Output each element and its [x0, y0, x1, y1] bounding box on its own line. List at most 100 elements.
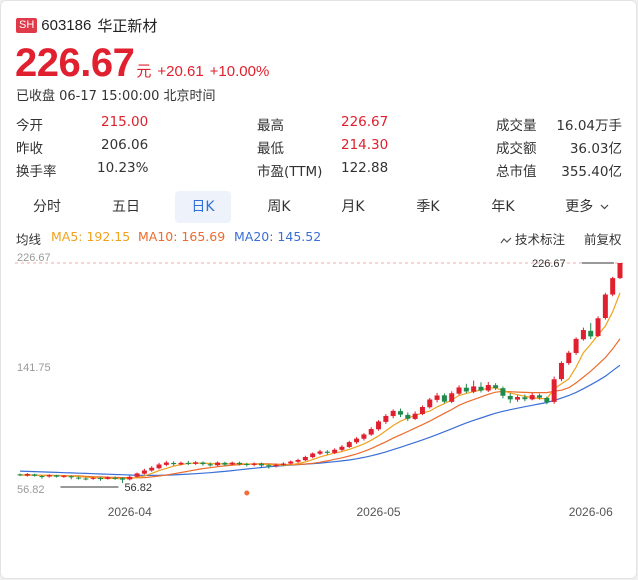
- candle-body: [134, 473, 140, 477]
- candle-body: [427, 399, 433, 408]
- stat-label-turnover-rate: 换手率: [16, 164, 57, 180]
- y-tick-label: 56.82: [17, 484, 45, 496]
- candle-body: [302, 456, 308, 461]
- ma10-line: [20, 338, 621, 479]
- candle-body: [566, 352, 572, 364]
- candle-body: [441, 395, 447, 402]
- candle-body: [573, 338, 579, 353]
- stat-label-open: 今开: [16, 118, 43, 134]
- period-tabs: 分时 五日 日K 周K 月K 季K 年K 更多: [13, 191, 627, 223]
- price-change-pct: +10.00%: [209, 63, 270, 80]
- ma20-label: MA20: 145.52: [234, 229, 322, 244]
- technical-annotation-button[interactable]: 技术标注: [500, 229, 565, 248]
- candle-body: [368, 429, 374, 435]
- adjust-mode-button[interactable]: 前复权: [584, 232, 622, 247]
- candle-body: [463, 387, 469, 392]
- x-tick-label: 2026-06: [569, 505, 613, 519]
- candlestick-chart[interactable]: 226.67 141.75 56.82 226.67 56.82 2026-04 2026-…: [1, 251, 637, 531]
- candle-body: [332, 449, 338, 453]
- candle-body: [54, 475, 60, 477]
- candle-body: [141, 470, 147, 474]
- price-change: +20.61: [157, 63, 204, 80]
- candle-body: [83, 478, 89, 480]
- candle-body: [346, 442, 352, 448]
- candle-body: [32, 474, 38, 476]
- candle-body: [244, 463, 250, 465]
- event-dot: [244, 490, 250, 496]
- stock-header: SH 603186 华正新材: [16, 15, 157, 35]
- candle-body: [485, 384, 491, 391]
- candle-body: [551, 379, 557, 402]
- candle-body: [68, 476, 74, 478]
- ma20-line: [19, 364, 621, 476]
- tab-more-label: 更多: [565, 199, 594, 215]
- stat-label-pe: 市盈(TTM): [257, 164, 323, 180]
- candle-body: [163, 462, 169, 465]
- tab-daily-k[interactable]: 日K: [175, 191, 231, 223]
- candle-body: [522, 397, 528, 400]
- y-tick-label: 141.75: [17, 362, 51, 374]
- candle-body: [24, 473, 30, 476]
- candle-body: [412, 413, 418, 419]
- candle-body: [310, 453, 316, 458]
- candle-body: [156, 464, 162, 469]
- candle-body: [354, 438, 360, 443]
- candle-body: [280, 463, 286, 465]
- candle-body: [324, 451, 330, 453]
- tab-quarterly-k[interactable]: 季K: [416, 199, 440, 215]
- stat-value-market-cap: 355.40亿: [561, 164, 622, 180]
- candle-body: [215, 462, 221, 466]
- exchange-badge: SH: [16, 17, 38, 33]
- current-price: 226.67: [15, 41, 135, 85]
- candle-body: [127, 476, 133, 480]
- candle-body: [266, 465, 272, 467]
- candle-body: [478, 386, 484, 391]
- candle-body: [288, 461, 294, 464]
- candle-body: [449, 393, 455, 402]
- stock-name: 华正新材: [97, 16, 158, 35]
- candle-body: [529, 395, 535, 400]
- candle-body: [76, 477, 82, 479]
- candle-body: [580, 330, 586, 340]
- stat-value-low: 214.30: [341, 137, 389, 153]
- tab-monthly-k[interactable]: 月K: [341, 199, 365, 215]
- candle-body: [295, 459, 301, 462]
- price-row: 226.67 元 +20.61 +10.00%: [15, 41, 269, 86]
- candle-body: [471, 386, 477, 392]
- candle-body: [493, 385, 499, 389]
- tab-yearly-k[interactable]: 年K: [491, 199, 515, 215]
- technical-annotation-label: 技术标注: [515, 232, 566, 247]
- candle-body: [339, 446, 345, 450]
- candle-body: [558, 362, 564, 380]
- candle-body: [39, 476, 45, 478]
- stock-code: 603186: [41, 16, 92, 34]
- candle-body: [361, 434, 367, 439]
- x-tick-label: 2026-05: [357, 505, 401, 519]
- stat-value-prev-close: 206.06: [101, 137, 149, 153]
- candle-body: [178, 462, 184, 465]
- candle-body: [588, 330, 594, 337]
- candle-body: [419, 406, 425, 414]
- tab-five-day[interactable]: 五日: [112, 199, 140, 215]
- candle-body: [390, 410, 396, 417]
- candle-body: [617, 263, 623, 279]
- tab-intraday[interactable]: 分时: [33, 199, 61, 215]
- stat-value-turnover-amount: 36.03亿: [569, 141, 622, 157]
- stat-value-high: 226.67: [341, 114, 389, 130]
- candle-body: [602, 294, 608, 319]
- tab-more[interactable]: 更多: [559, 191, 615, 223]
- high-marker-label: 226.67: [532, 258, 566, 270]
- candle-body: [207, 464, 213, 466]
- candle-body: [119, 478, 125, 480]
- tab-weekly-k[interactable]: 周K: [267, 199, 291, 215]
- candle-body: [544, 397, 550, 403]
- stat-label-high: 最高: [257, 118, 284, 134]
- candle-body: [515, 397, 521, 400]
- stat-value-turnover-rate: 10.23%: [97, 160, 149, 176]
- candle-body: [61, 475, 67, 477]
- y-tick-label: 226.67: [17, 252, 51, 264]
- candle-body: [229, 462, 235, 465]
- candle-body: [112, 477, 118, 479]
- candle-body: [317, 451, 323, 454]
